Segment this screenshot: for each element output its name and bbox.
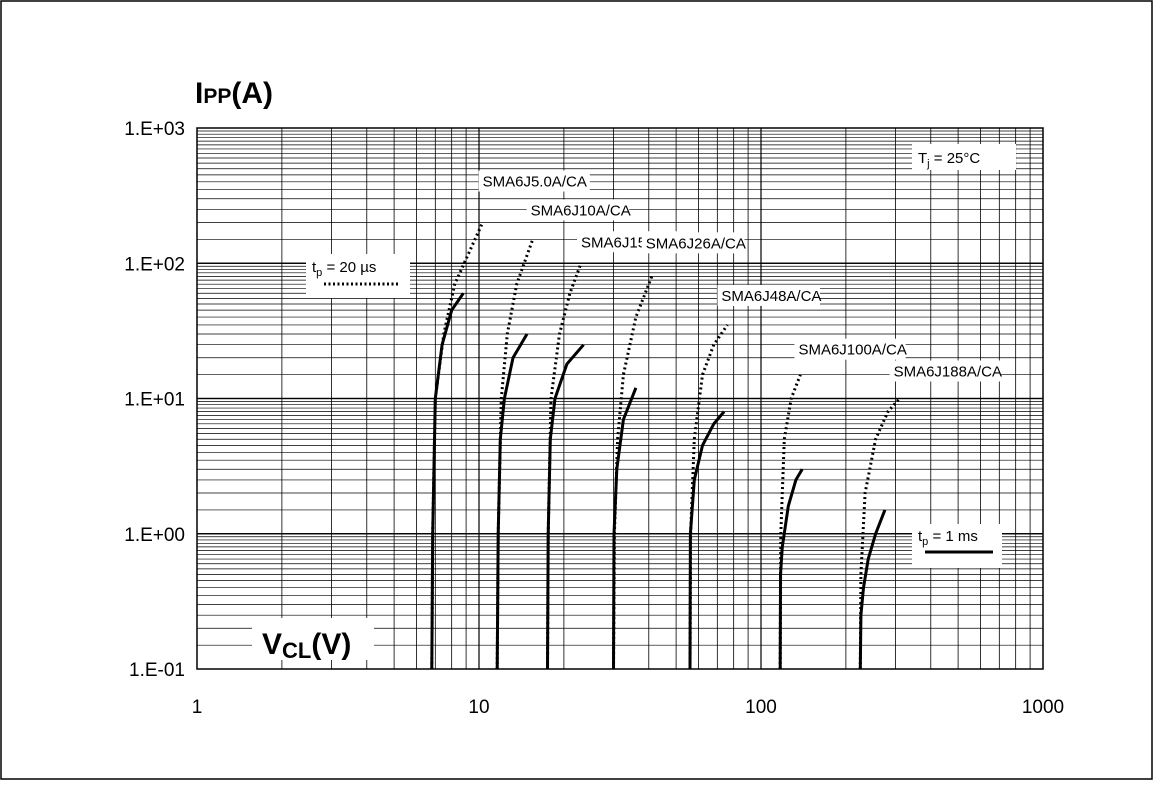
y-tick-label: 1.E+02 <box>124 254 185 275</box>
curve-20us <box>612 275 654 670</box>
ylabel-bg <box>188 70 306 108</box>
series-label: SMA6J26A/CA <box>646 235 746 252</box>
curve-1ms <box>495 333 529 670</box>
annotation-sub: j <box>926 158 929 170</box>
curve-1ms <box>546 343 585 670</box>
ylabel-unit: (A) <box>231 77 273 110</box>
legend-solid-prefix: t <box>918 528 923 545</box>
curve-1ms <box>778 468 804 670</box>
series-label-bg <box>794 338 906 360</box>
y-tick-labels: 1.E-01 1.E+00 1.E+01 1.E+02 1.E+03 <box>124 119 185 681</box>
x-tick-label: 10 <box>468 697 489 718</box>
y-tick-label: 1.E-01 <box>129 660 185 681</box>
curve-20us <box>688 324 729 670</box>
annotation-bg <box>912 144 1016 170</box>
legend-dotted-sub: p <box>316 267 322 279</box>
series-label-bg <box>526 199 630 221</box>
series-labels: SMA6J5.0A/CASMA6J10A/CASMA6J15A/CASMA6J2… <box>478 170 1002 382</box>
series-label: SMA6J188A/CA <box>894 364 1002 381</box>
xlabel-sub: CL <box>282 638 311 663</box>
legend-solid-bg <box>912 524 1002 568</box>
curve-1ms <box>688 410 726 670</box>
curve-1ms <box>430 292 465 670</box>
series-label: SMA6J10A/CA <box>531 202 631 219</box>
series-label: SMA6J100A/CA <box>798 342 906 359</box>
curve-1ms <box>612 387 638 670</box>
y-tick-label: 1.E+01 <box>124 390 185 411</box>
y-axis-label: IPP(A) <box>195 77 273 110</box>
temperature-annotation: Tj = 25°C <box>918 150 980 170</box>
series-label-bg <box>641 232 745 254</box>
annotation-suffix: = 25°C <box>930 150 981 167</box>
legend-solid-label: tp = 1 ms <box>918 528 978 548</box>
series-label: SMA6J5.0A/CA <box>483 174 587 191</box>
annotation-prefix: T <box>918 150 927 167</box>
x-tick-label: 1000 <box>1022 697 1064 718</box>
xlabel-main: V <box>262 628 282 661</box>
legend-dotted-bg <box>306 254 410 298</box>
ylabel-sub: PP <box>203 85 231 108</box>
x-tick-label: 1 <box>192 697 203 718</box>
legend-solid-sub: p <box>922 536 928 548</box>
ylabel-main: I <box>195 77 203 110</box>
plot-border <box>196 127 1044 670</box>
legend-solid-suffix: = 1 ms <box>928 528 978 545</box>
y-tick-label: 1.E+00 <box>124 525 185 546</box>
x-tick-labels: 1 10 100 1000 <box>192 697 1064 718</box>
curves <box>430 221 901 670</box>
xlabel-unit: (V) <box>311 628 351 661</box>
legend-dotted-suffix: = 20 µs <box>322 259 376 276</box>
x-axis-label: VCL(V) <box>262 628 351 663</box>
series-label-bg <box>717 284 820 306</box>
legend-dotted-label: tp = 20 µs <box>312 259 376 279</box>
series-label-bg <box>478 170 590 192</box>
legend-dotted-prefix: t <box>312 259 317 276</box>
y-tick-label: 1.E+03 <box>124 119 185 140</box>
curve-1ms <box>858 509 887 670</box>
series-label: SMA6J48A/CA <box>721 288 821 305</box>
x-tick-label: 100 <box>745 697 777 718</box>
xlabel-bg <box>252 618 374 660</box>
series-label-bg <box>889 360 1001 382</box>
